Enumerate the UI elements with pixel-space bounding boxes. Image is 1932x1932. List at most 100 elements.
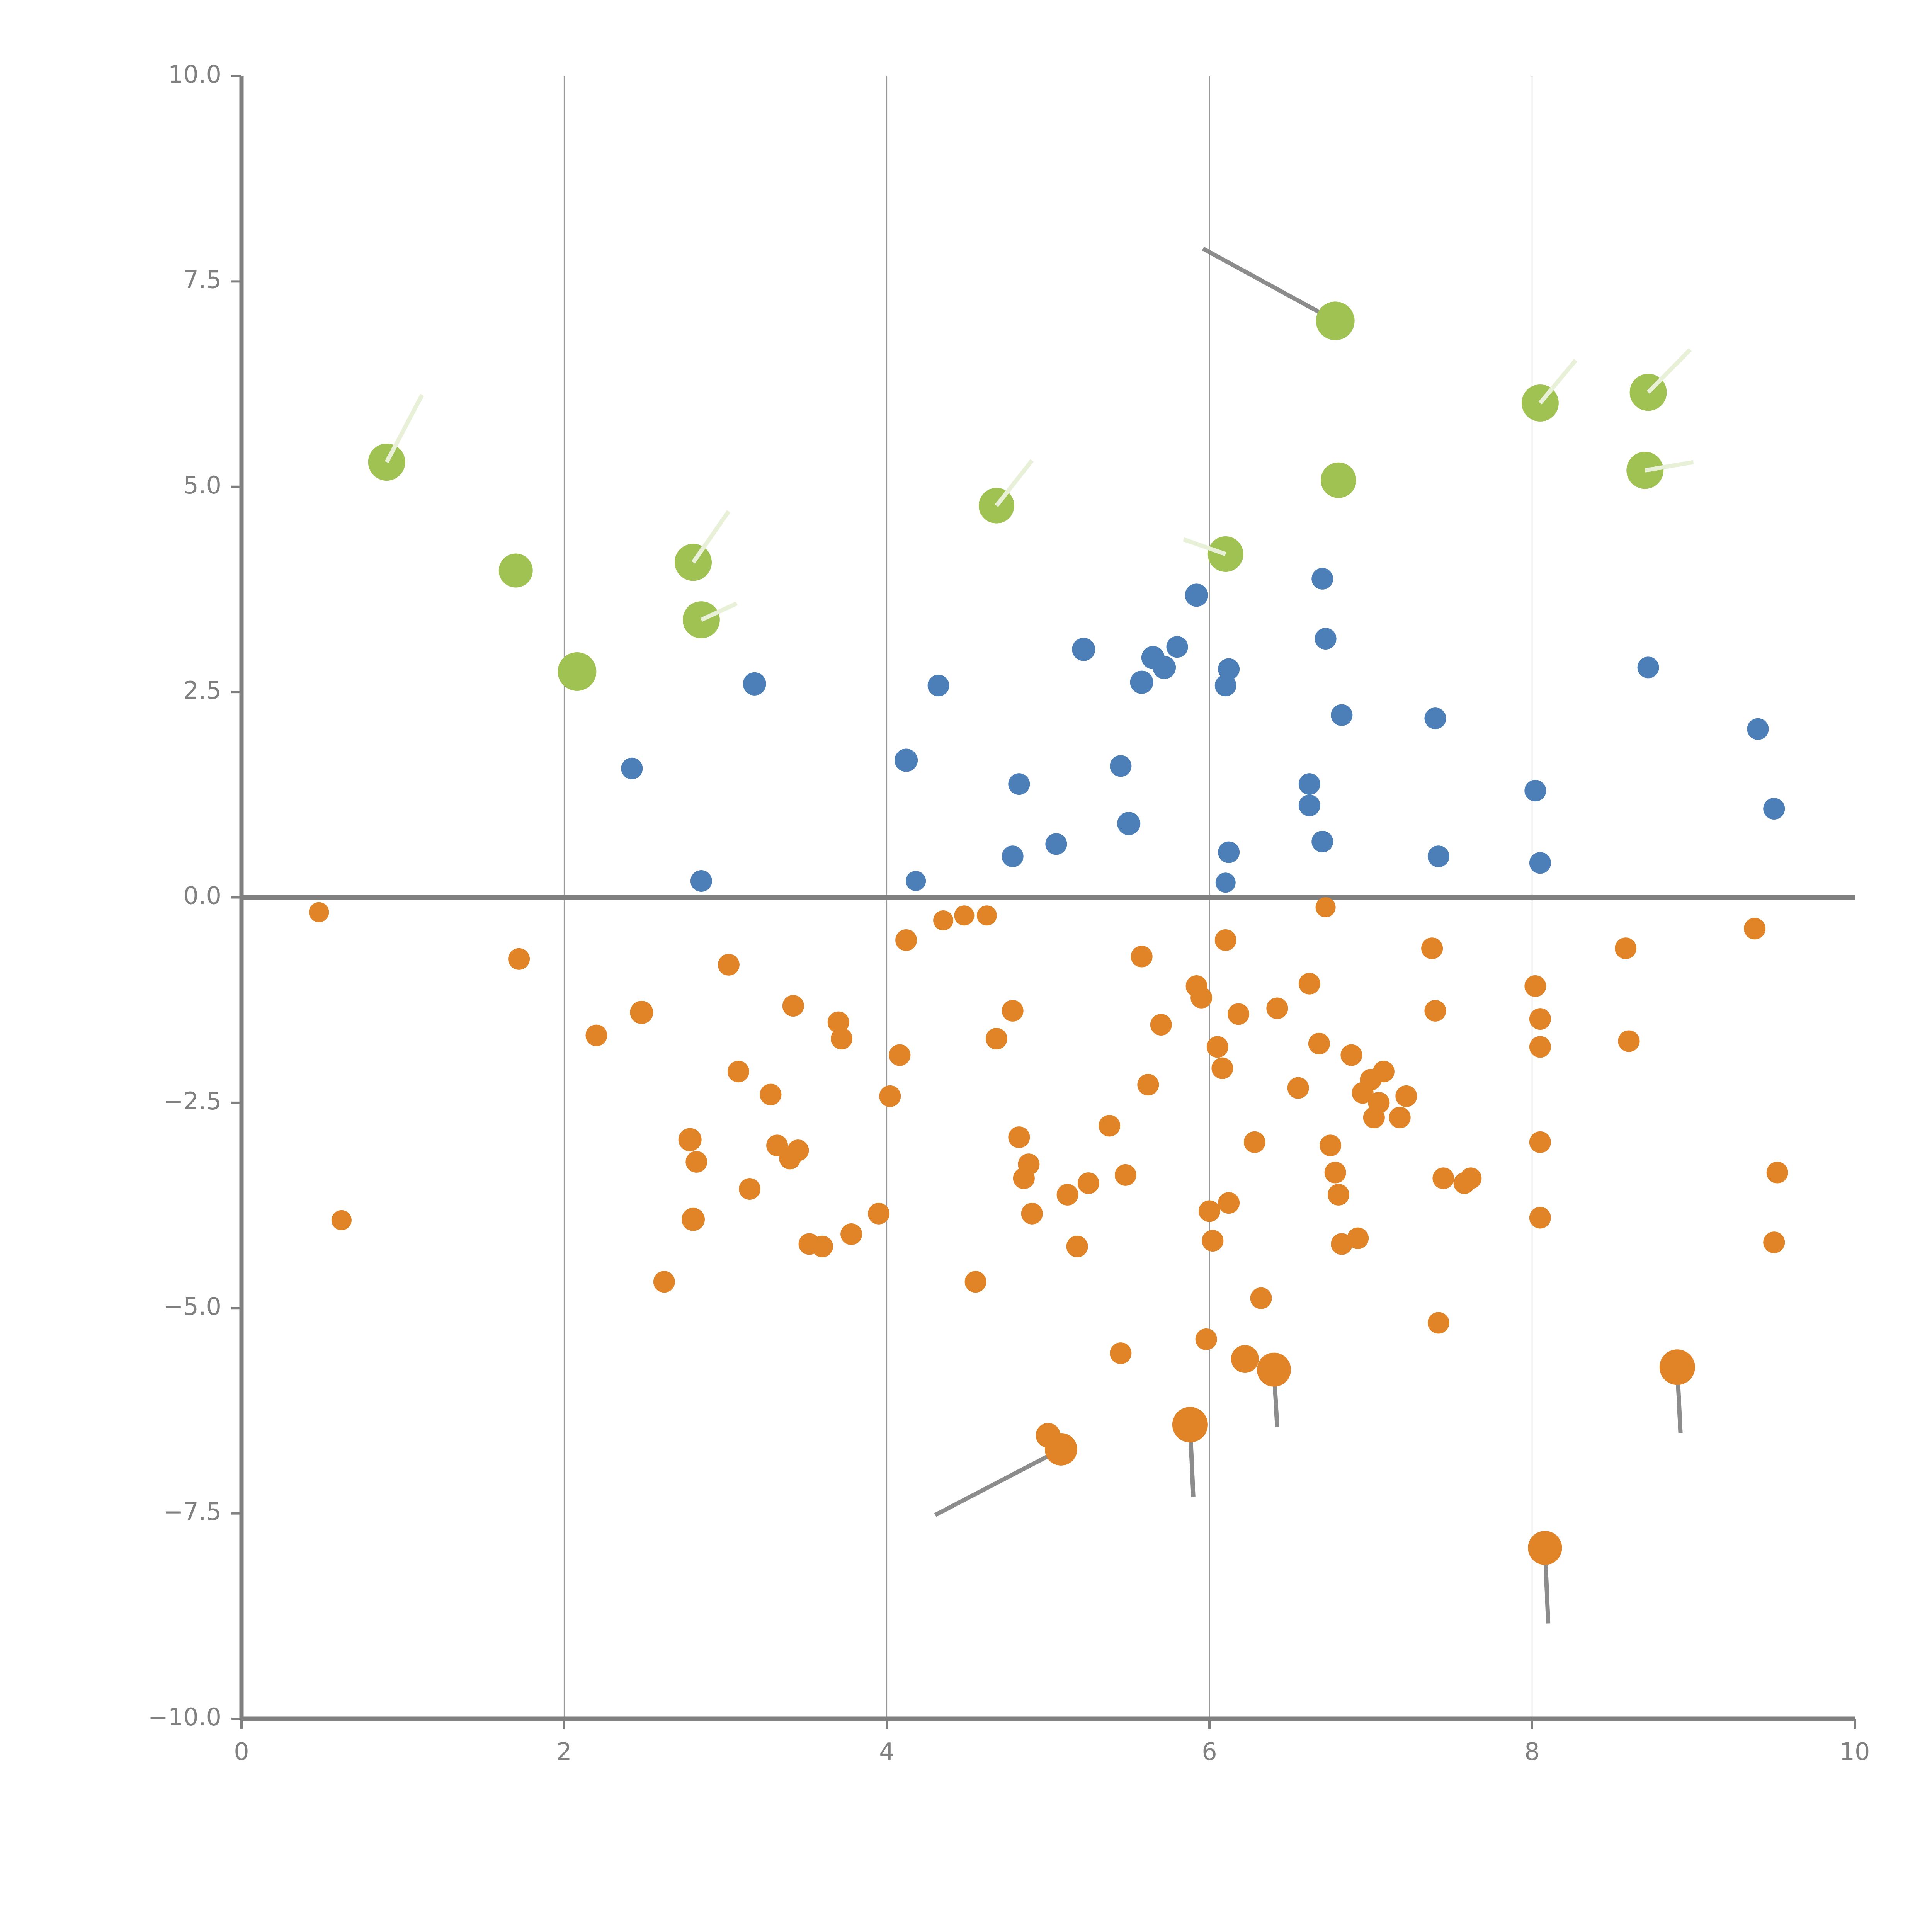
data-point[interactable] (1347, 1227, 1369, 1249)
data-point[interactable] (927, 675, 949, 697)
data-point[interactable] (1529, 1207, 1551, 1229)
data-point[interactable] (1637, 656, 1659, 679)
data-point[interactable] (743, 672, 766, 696)
data-point[interactable] (1137, 1074, 1159, 1096)
data-point[interactable] (976, 905, 997, 926)
data-point[interactable] (1056, 1184, 1078, 1206)
data-point[interactable] (739, 1178, 761, 1200)
data-point[interactable] (1315, 628, 1337, 650)
data-point[interactable] (1316, 301, 1355, 340)
data-point[interactable] (1008, 773, 1030, 795)
data-point[interactable] (1002, 1000, 1024, 1022)
data-point[interactable] (1066, 1235, 1088, 1257)
data-point[interactable] (1218, 841, 1240, 863)
data-point[interactable] (1424, 1000, 1446, 1022)
data-point[interactable] (1424, 707, 1446, 730)
data-point[interactable] (653, 1271, 675, 1293)
data-point[interactable] (1615, 937, 1637, 959)
data-point[interactable] (718, 954, 740, 976)
data-point[interactable] (1298, 973, 1320, 995)
data-point[interactable] (1368, 1092, 1390, 1114)
data-point[interactable] (1166, 636, 1188, 658)
data-point[interactable] (1524, 780, 1546, 802)
data-point[interactable] (840, 1223, 862, 1245)
data-point[interactable] (1257, 1352, 1291, 1387)
data-point[interactable] (1114, 1164, 1136, 1186)
data-point[interactable] (630, 1001, 653, 1024)
data-point[interactable] (1298, 794, 1320, 816)
data-point[interactable] (1618, 1030, 1640, 1052)
data-point[interactable] (1206, 1036, 1228, 1058)
data-point[interactable] (1214, 675, 1236, 697)
data-point[interactable] (1763, 798, 1785, 820)
data-point[interactable] (1432, 1167, 1454, 1189)
data-point[interactable] (682, 1208, 705, 1231)
data-point[interactable] (868, 1202, 890, 1225)
data-point[interactable] (760, 1083, 782, 1105)
data-point[interactable] (1287, 1077, 1309, 1099)
data-point[interactable] (1153, 656, 1176, 679)
data-point[interactable] (1008, 1126, 1030, 1148)
data-point[interactable] (1763, 1231, 1785, 1253)
data-point[interactable] (954, 905, 975, 926)
data-point[interactable] (985, 1028, 1007, 1050)
data-point[interactable] (964, 1271, 986, 1293)
data-point[interactable] (1372, 1061, 1395, 1083)
data-point[interactable] (1130, 670, 1153, 694)
data-point[interactable] (889, 1044, 911, 1066)
data-point[interactable] (1072, 638, 1095, 661)
data-point[interactable] (1231, 1345, 1259, 1373)
data-point[interactable] (827, 1011, 849, 1033)
data-point[interactable] (1199, 1200, 1220, 1222)
data-point[interactable] (1045, 833, 1067, 855)
data-point[interactable] (1211, 1057, 1233, 1079)
data-point[interactable] (621, 757, 643, 779)
data-point[interactable] (309, 902, 329, 922)
data-point[interactable] (1214, 929, 1236, 951)
data-point[interactable] (782, 995, 804, 1017)
data-point[interactable] (1659, 1349, 1695, 1385)
data-point[interactable] (787, 1139, 809, 1162)
data-point[interactable] (1215, 872, 1236, 893)
data-point[interactable] (1298, 773, 1320, 795)
data-point[interactable] (1315, 897, 1336, 918)
data-point[interactable] (1389, 1107, 1411, 1129)
data-point[interactable] (1018, 1153, 1040, 1175)
data-point[interactable] (1529, 1008, 1551, 1030)
data-point[interactable] (1321, 462, 1356, 498)
data-point[interactable] (1421, 937, 1443, 959)
data-point[interactable] (1021, 1202, 1043, 1225)
data-point[interactable] (1150, 1014, 1172, 1036)
data-point[interactable] (1529, 1131, 1551, 1153)
data-point[interactable] (1250, 1287, 1272, 1309)
data-point[interactable] (1185, 583, 1208, 607)
data-point[interactable] (895, 748, 918, 772)
data-point[interactable] (508, 948, 530, 970)
data-point[interactable] (1099, 1115, 1121, 1137)
data-point[interactable] (331, 1210, 352, 1230)
data-point[interactable] (831, 1028, 853, 1050)
data-point[interactable] (933, 910, 954, 931)
data-point[interactable] (498, 553, 533, 588)
data-point[interactable] (1195, 1328, 1217, 1350)
data-point[interactable] (1524, 975, 1546, 997)
data-point[interactable] (1117, 812, 1141, 835)
data-point[interactable] (1528, 1531, 1562, 1565)
data-point[interactable] (585, 1024, 607, 1046)
data-point[interactable] (1395, 1085, 1417, 1107)
data-point[interactable] (558, 652, 597, 691)
data-point[interactable] (906, 871, 926, 891)
data-point[interactable] (1228, 1003, 1250, 1025)
data-point[interactable] (1427, 1312, 1449, 1334)
data-point[interactable] (811, 1235, 833, 1257)
data-point[interactable] (1110, 1342, 1132, 1364)
data-point[interactable] (1766, 1162, 1788, 1184)
data-point[interactable] (1218, 658, 1240, 680)
data-point[interactable] (685, 1151, 707, 1173)
data-point[interactable] (1172, 1407, 1208, 1443)
data-point[interactable] (1131, 946, 1153, 968)
data-point[interactable] (1002, 845, 1024, 867)
data-point[interactable] (1202, 1230, 1224, 1252)
data-point[interactable] (1529, 1036, 1551, 1058)
data-point[interactable] (879, 1085, 901, 1107)
